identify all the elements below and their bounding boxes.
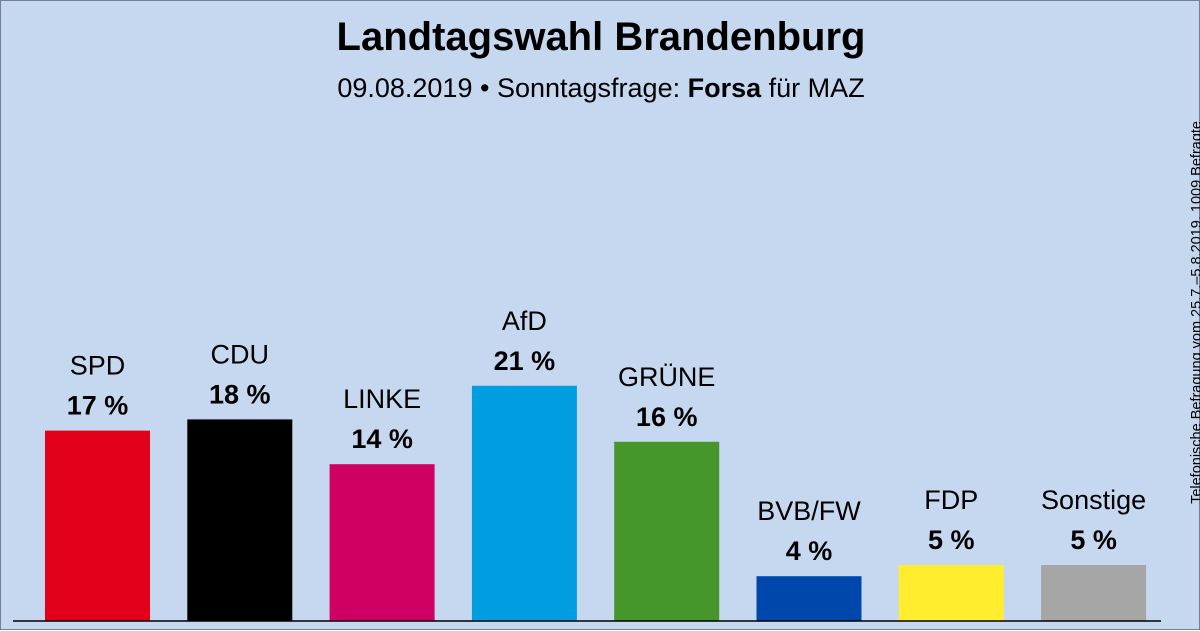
value-label-cdu: 18 % bbox=[209, 379, 271, 409]
bar-sonstige bbox=[1041, 565, 1147, 621]
category-label-spd: SPD bbox=[70, 351, 126, 381]
bar-bvb-fw bbox=[756, 576, 862, 621]
category-label-gr-ne: GRÜNE bbox=[618, 362, 716, 392]
bar-gr-ne bbox=[614, 441, 720, 621]
value-label-sonstige: 5 % bbox=[1070, 525, 1117, 555]
category-label-afd: AfD bbox=[502, 306, 547, 336]
value-label-bvb-fw: 4 % bbox=[786, 536, 833, 566]
value-label-afd: 21 % bbox=[494, 346, 556, 376]
value-label-linke: 14 % bbox=[351, 424, 413, 454]
bar-linke bbox=[329, 464, 435, 621]
poll-date: 09.08.2019 bbox=[337, 73, 473, 103]
category-label-fdp: FDP bbox=[924, 485, 978, 515]
value-label-spd: 17 % bbox=[67, 391, 129, 421]
chart-title: Landtagswahl Brandenburg bbox=[336, 15, 866, 59]
category-label-cdu: CDU bbox=[211, 339, 270, 369]
subtitle-separator: • bbox=[479, 73, 490, 103]
chart-subtitle: 09.08.2019 • Sonntagsfrage: Forsa für MA… bbox=[1, 73, 1200, 104]
value-label-fdp: 5 % bbox=[928, 525, 975, 555]
value-label-gr-ne: 16 % bbox=[636, 402, 698, 432]
bar-fdp bbox=[898, 565, 1004, 621]
poll-question: Sonntagsfrage: bbox=[496, 73, 681, 103]
poll-client: für MAZ bbox=[768, 73, 865, 103]
category-label-linke: LINKE bbox=[343, 384, 421, 414]
poll-institute: Forsa bbox=[687, 73, 762, 103]
bar-afd bbox=[471, 385, 577, 621]
category-label-bvb-fw: BVB/FW bbox=[757, 496, 861, 526]
category-label-sonstige: Sonstige bbox=[1041, 485, 1146, 515]
bar-cdu bbox=[187, 419, 293, 621]
bar-spd bbox=[45, 430, 150, 621]
